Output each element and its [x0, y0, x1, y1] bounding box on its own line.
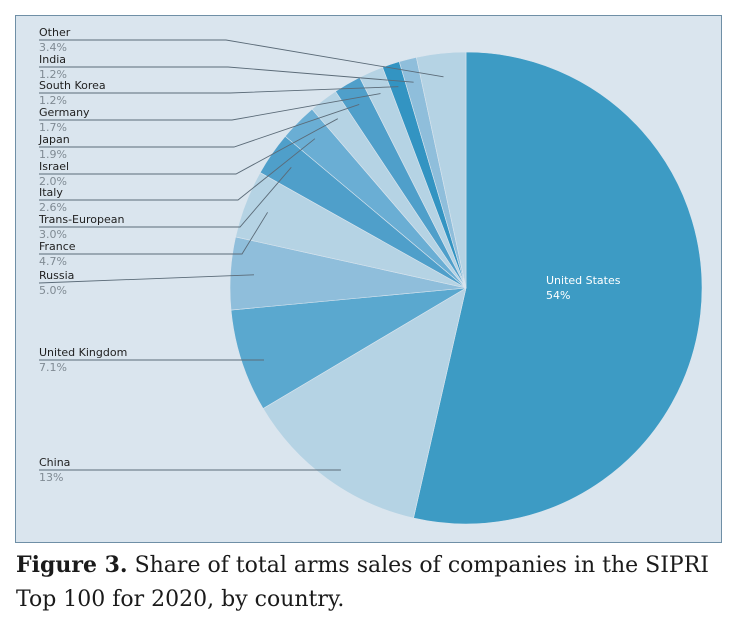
- slice-label-united-kingdom: United Kingdom: [39, 346, 127, 359]
- slice-value-italy: 2.6%: [39, 201, 67, 214]
- slice-value-russia: 5.0%: [39, 284, 67, 297]
- slice-label-germany: Germany: [39, 106, 90, 119]
- slice-label-india: India: [39, 53, 66, 66]
- slice-label-other: Other: [39, 26, 71, 39]
- leader-line-france: [39, 212, 268, 255]
- pie-slice-other: [416, 51, 467, 289]
- slice-label-south-korea: South Korea: [39, 79, 106, 92]
- slice-value-trans-european: 3.0%: [39, 228, 67, 241]
- leader-line-italy: [39, 138, 316, 201]
- slice-label-japan: Japan: [38, 133, 70, 146]
- slice-value-israel: 2.0%: [39, 175, 67, 188]
- leader-line-germany: [39, 93, 381, 121]
- leader-line-israel: [39, 118, 339, 175]
- slice-value-france: 4.7%: [39, 255, 67, 268]
- slice-label-russia: Russia: [39, 269, 74, 282]
- slice-value-other: 3.4%: [39, 41, 67, 54]
- pie-slice-united-kingdom: [230, 287, 467, 409]
- leader-line-russia: [38, 274, 255, 284]
- slice-label-china: China: [39, 456, 70, 469]
- leader-line-south-korea: [39, 86, 399, 94]
- slice-label-france: France: [39, 240, 76, 253]
- slice-value-china: 13%: [39, 471, 63, 484]
- leader-line-other: [39, 39, 444, 78]
- slice-value-south-korea: 1.2%: [39, 94, 67, 107]
- slice-label-israel: Israel: [39, 160, 69, 173]
- pie-chart: United States 54% China 13% United Kingdom 7.…: [38, 26, 703, 525]
- chart-frame: United States 54% China 13% United Kingdom 7.…: [15, 15, 722, 543]
- leader-line-japan: [39, 103, 360, 148]
- slice-value-japan: 1.9%: [39, 148, 67, 161]
- figure-label: Figure 3.: [16, 552, 128, 578]
- slice-label-italy: Italy: [39, 186, 63, 199]
- figure-caption: Figure 3. Share of total arms sales of c…: [16, 548, 716, 617]
- slice-value-united-states: 54%: [546, 289, 570, 302]
- leader-line-india: [39, 66, 414, 83]
- slice-value-india: 1.2%: [39, 68, 67, 81]
- slice-value-germany: 1.7%: [39, 121, 67, 134]
- leader-line-trans-european: [39, 167, 292, 228]
- caption-text: Share of total arms sales of companies i…: [16, 553, 709, 612]
- pie-slice-united-states: [413, 51, 703, 525]
- slice-label-united-states: United States: [546, 274, 621, 287]
- slice-value-united-kingdom: 7.1%: [39, 361, 67, 374]
- slice-label-trans-european: Trans-European: [38, 213, 124, 226]
- pie-slice-china: [262, 287, 467, 519]
